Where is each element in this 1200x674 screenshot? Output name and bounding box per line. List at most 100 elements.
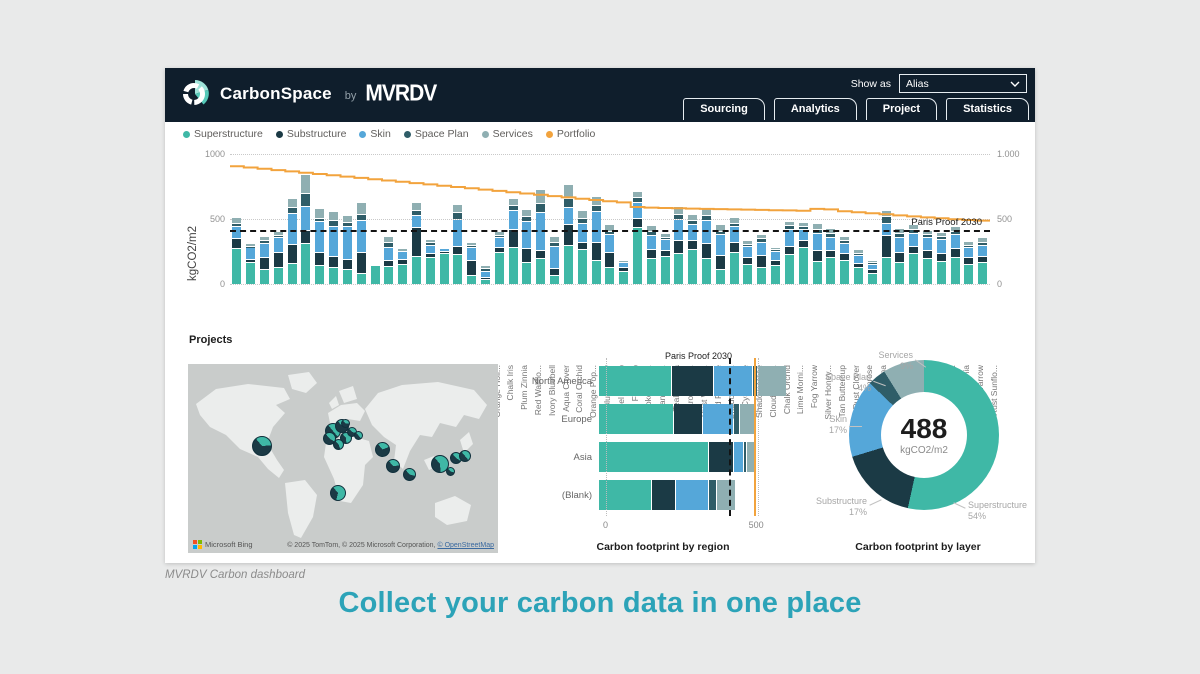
project-marker[interactable] (353, 430, 363, 440)
stacked-bar[interactable] (962, 154, 976, 284)
stacked-bar[interactable] (354, 154, 368, 284)
legend-item-services[interactable]: Services (481, 128, 533, 140)
stacked-bar[interactable] (548, 154, 562, 284)
stacked-bar[interactable] (741, 154, 755, 284)
legend-item-portfolio[interactable]: Portfolio (545, 128, 595, 140)
donut-label-substructure: Substructure 17% (815, 496, 867, 518)
project-marker[interactable] (459, 450, 471, 462)
stacked-bar[interactable] (934, 154, 948, 284)
stacked-bar[interactable] (327, 154, 341, 284)
project-marker[interactable] (374, 441, 390, 457)
y-tick: 0 (219, 279, 225, 289)
stacked-bar[interactable] (686, 154, 700, 284)
project-marker[interactable] (402, 467, 416, 481)
stacked-bar[interactable] (313, 154, 327, 284)
legend-item-superstructure[interactable]: Superstructure (183, 128, 263, 140)
x-tick: 0 (603, 520, 609, 530)
donut-label-services: Services 9% (878, 350, 913, 372)
dashboard-header: CarbonSpace by MVRDV Show as Alias Sourc… (165, 68, 1035, 122)
stacked-bar[interactable] (700, 154, 714, 284)
stacked-bar[interactable] (451, 154, 465, 284)
projects-map[interactable]: Microsoft Bing © 2025 TomTom, © 2025 Mic… (188, 364, 498, 553)
project-marker[interactable] (322, 431, 336, 445)
stacked-bar[interactable] (244, 154, 258, 284)
stacked-bar[interactable] (810, 154, 824, 284)
stacked-bar[interactable] (479, 154, 493, 284)
donut-chart[interactable]: 488 kgCO2/m2 (849, 360, 999, 510)
region-bar[interactable] (599, 366, 787, 396)
stacked-bar[interactable] (396, 154, 410, 284)
stacked-bar[interactable] (299, 154, 313, 284)
tab-sourcing[interactable]: Sourcing (683, 98, 765, 120)
stacked-bar[interactable] (769, 154, 783, 284)
stacked-bar[interactable] (879, 154, 893, 284)
by-label: by (344, 89, 357, 102)
stacked-bar[interactable] (575, 154, 589, 284)
stacked-bar[interactable] (341, 154, 355, 284)
openstreetmap-link[interactable]: © OpenStreetMap (437, 542, 494, 549)
stacked-bar[interactable] (713, 154, 727, 284)
stacked-bar[interactable] (423, 154, 437, 284)
stacked-bar[interactable] (285, 154, 299, 284)
project-marker[interactable] (332, 438, 344, 450)
stacked-bar[interactable] (865, 154, 879, 284)
tab-project[interactable]: Project (865, 98, 938, 120)
region-bar[interactable] (599, 404, 787, 434)
project-marker[interactable] (386, 459, 400, 473)
legend-item-substructure[interactable]: Substructure (275, 128, 346, 140)
stacked-bar[interactable] (755, 154, 769, 284)
gridline (606, 358, 607, 516)
stacked-bar[interactable] (368, 154, 382, 284)
stacked-bar[interactable] (506, 154, 520, 284)
project-marker[interactable] (340, 418, 350, 428)
project-marker[interactable] (330, 485, 346, 501)
stacked-bar[interactable] (382, 154, 396, 284)
stacked-bar[interactable] (492, 154, 506, 284)
project-marker[interactable] (252, 436, 272, 456)
stacked-bar[interactable] (796, 154, 810, 284)
project-marker[interactable] (445, 466, 455, 476)
region-bar[interactable] (599, 480, 787, 510)
stacked-bar[interactable] (562, 154, 576, 284)
region-row: (Blank) (531, 476, 795, 514)
stacked-bar[interactable] (838, 154, 852, 284)
stacked-bar[interactable] (603, 154, 617, 284)
stacked-bar[interactable] (465, 154, 479, 284)
legend-item-space-plan[interactable]: Space Plan (403, 128, 469, 140)
stacked-bar[interactable] (921, 154, 935, 284)
stacked-bar[interactable] (948, 154, 962, 284)
total-value: 488 (900, 412, 948, 444)
stacked-bar[interactable] (852, 154, 866, 284)
legend-dot-icon (183, 130, 190, 138)
stacked-bar[interactable] (658, 154, 672, 284)
stacked-bar[interactable] (437, 154, 451, 284)
stacked-bar[interactable] (410, 154, 424, 284)
y-tick-right: 0 (997, 279, 1003, 289)
legend-dot-icon (275, 130, 283, 138)
stacked-bar[interactable] (672, 154, 686, 284)
stacked-bar[interactable] (644, 154, 658, 284)
stacked-bar[interactable] (258, 154, 272, 284)
region-bar[interactable] (599, 442, 787, 472)
stacked-bar[interactable] (631, 154, 645, 284)
stacked-bar[interactable] (727, 154, 741, 284)
stacked-bar[interactable] (783, 154, 797, 284)
paris-proof-line (230, 230, 990, 232)
project-marker[interactable] (431, 455, 449, 473)
stacked-bar[interactable] (589, 154, 603, 284)
region-label: (Blank) (561, 489, 592, 501)
stacked-bar[interactable] (520, 154, 534, 284)
stacked-bar[interactable] (534, 154, 548, 284)
show-as-dropdown[interactable]: Alias (899, 74, 1027, 93)
stacked-bar[interactable] (230, 154, 244, 284)
region-row: Europe (531, 400, 795, 438)
gridline (230, 284, 990, 285)
stacked-bar[interactable] (893, 154, 907, 284)
stacked-bar[interactable] (271, 154, 285, 284)
tab-analytics[interactable]: Analytics (773, 98, 857, 120)
tab-statistics[interactable]: Statistics (946, 98, 1029, 120)
legend-item-skin[interactable]: Skin (359, 128, 391, 140)
stacked-bar[interactable] (617, 154, 631, 284)
stacked-bar[interactable] (976, 154, 990, 284)
stacked-bar[interactable] (824, 154, 838, 284)
